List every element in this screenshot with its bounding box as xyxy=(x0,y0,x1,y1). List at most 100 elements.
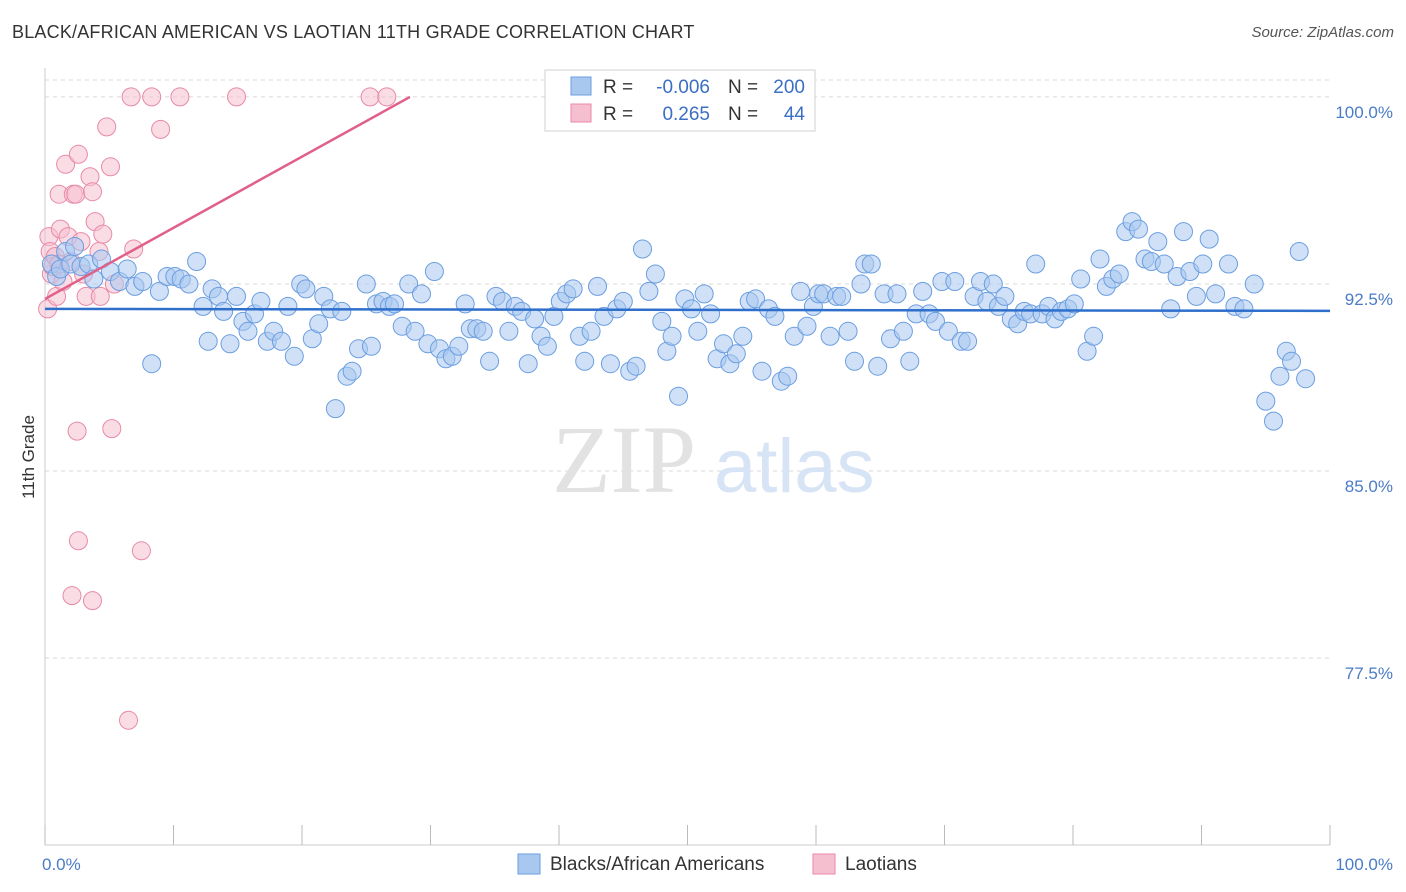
blacks-point-182 xyxy=(1193,254,1213,274)
legend-swatch-blue xyxy=(570,76,592,96)
blacks-point-151 xyxy=(995,286,1015,306)
laotians-point-32 xyxy=(360,87,380,107)
axes: 77.5% 85.0% 92.5% 100.0% xyxy=(44,68,1393,846)
blacks-point-75 xyxy=(518,354,538,374)
blacks-point-106 xyxy=(714,334,733,354)
blacks-point-179 xyxy=(1174,222,1193,242)
blacks-point-23 xyxy=(198,331,218,351)
blacks-point-183 xyxy=(1199,229,1219,249)
legend-r-value-2: 0.265 xyxy=(662,104,710,125)
blacks-point-181 xyxy=(1186,286,1206,306)
blacks-point-28 xyxy=(227,286,246,306)
x-tick-label-start: 0.0% xyxy=(42,855,81,874)
blacks-point-114 xyxy=(765,306,785,326)
blacks-point-85 xyxy=(581,321,601,341)
blacks-point-176 xyxy=(1154,254,1174,274)
blacks-point-126 xyxy=(838,321,858,341)
y-axis-label: 11th Grade xyxy=(19,415,38,499)
trend-line-laotians xyxy=(44,95,411,301)
y-tick-label-0: 77.5% xyxy=(1345,664,1393,683)
blacks-point-88 xyxy=(600,354,620,374)
laotians-point-29 xyxy=(151,119,171,139)
blacks-point-16 xyxy=(149,281,169,301)
blacks-point-92 xyxy=(626,356,646,376)
blacks-point-15 xyxy=(142,354,162,374)
bottom-legend-label-pink: Laotians xyxy=(845,854,917,875)
blacks-point-187 xyxy=(1234,299,1254,319)
blacks-point-99 xyxy=(669,386,688,406)
blacks-point-93 xyxy=(633,239,652,259)
blacks-point-41 xyxy=(309,314,329,334)
blacks-point-162 xyxy=(1064,294,1084,314)
blacks-point-95 xyxy=(645,264,665,284)
blacks-point-165 xyxy=(1084,326,1104,346)
blacks-point-191 xyxy=(1270,366,1290,386)
blacks-point-90 xyxy=(613,291,633,311)
blacks-point-189 xyxy=(1256,391,1276,411)
blacks-point-20 xyxy=(179,274,199,294)
blacks-point-193 xyxy=(1282,351,1301,371)
blacks-point-49 xyxy=(356,274,376,294)
blacks-point-194 xyxy=(1289,242,1309,261)
blacks-point-72 xyxy=(499,321,519,341)
legend-r-value-1: -0.006 xyxy=(656,77,710,98)
blacks-point-135 xyxy=(893,321,913,341)
blacks-point-50 xyxy=(361,336,381,356)
blacks-point-22 xyxy=(193,296,213,316)
blacks-point-109 xyxy=(733,326,753,346)
blacks-point-108 xyxy=(726,344,746,364)
legend-n-value-1: 200 xyxy=(773,77,805,98)
laotians-point-25 xyxy=(101,157,120,177)
trend-line-blacks xyxy=(44,307,1331,313)
blacks-point-184 xyxy=(1206,284,1226,304)
blacks-point-112 xyxy=(752,361,772,381)
blacks-point-14 xyxy=(133,272,153,291)
y-tick-label-2: 92.5% xyxy=(1345,290,1393,309)
bottom-legend-swatch-pink xyxy=(812,853,836,875)
laotians-point-42 xyxy=(90,286,110,306)
laotians-point-36 xyxy=(68,531,88,551)
laotians-point-10 xyxy=(56,154,76,174)
blacks-point-30 xyxy=(238,321,258,341)
blacks-point-123 xyxy=(820,326,840,346)
y-tick-label-1: 85.0% xyxy=(1345,477,1393,496)
laotians-point-31 xyxy=(227,87,246,107)
blacks-point-134 xyxy=(887,284,907,304)
blacks-point-145 xyxy=(958,331,978,351)
watermark-atlas: atlas xyxy=(714,424,875,509)
blacks-point-45 xyxy=(332,301,352,321)
laotians-point-38 xyxy=(62,586,82,606)
blacks-point-118 xyxy=(791,281,811,301)
blacks-point-127 xyxy=(845,351,864,371)
laotians-point-20 xyxy=(83,182,102,202)
laotians-point-35 xyxy=(102,419,122,439)
blacks-point-57 xyxy=(405,321,425,341)
watermark-zip: ZIP xyxy=(552,406,696,513)
blacks-point-98 xyxy=(662,326,682,346)
blacks-point-21 xyxy=(187,252,207,271)
blacks-point-58 xyxy=(412,284,431,304)
bottom-legend: Blacks/African Americans Laotians xyxy=(517,853,917,875)
legend-r-label-2: R = xyxy=(603,104,633,125)
laotians-point-14 xyxy=(66,184,86,204)
y-tick-label-3: 100.0% xyxy=(1335,103,1393,122)
blacks-point-44 xyxy=(325,399,345,419)
gridlines xyxy=(45,79,1330,659)
blacks-point-119 xyxy=(797,316,817,336)
blacks-point-172 xyxy=(1129,219,1148,239)
series-blacks-african-americans xyxy=(41,212,1316,431)
blacks-point-190 xyxy=(1264,411,1283,431)
blacks-point-143 xyxy=(945,272,965,291)
legend-n-value-2: 44 xyxy=(784,104,806,125)
blacks-point-169 xyxy=(1109,264,1129,284)
bottom-legend-swatch-blue xyxy=(517,853,541,875)
blacks-point-163 xyxy=(1071,269,1091,289)
blacks-point-47 xyxy=(342,361,362,381)
laotians-point-33 xyxy=(377,87,397,107)
blacks-point-188 xyxy=(1244,274,1264,294)
x-tick-label-end: 100.0% xyxy=(1335,855,1393,874)
legend-box: R = -0.006 N = 200 R = 0.265 N = 44 xyxy=(544,69,816,132)
blacks-point-130 xyxy=(861,254,881,274)
blacks-point-102 xyxy=(688,321,708,341)
